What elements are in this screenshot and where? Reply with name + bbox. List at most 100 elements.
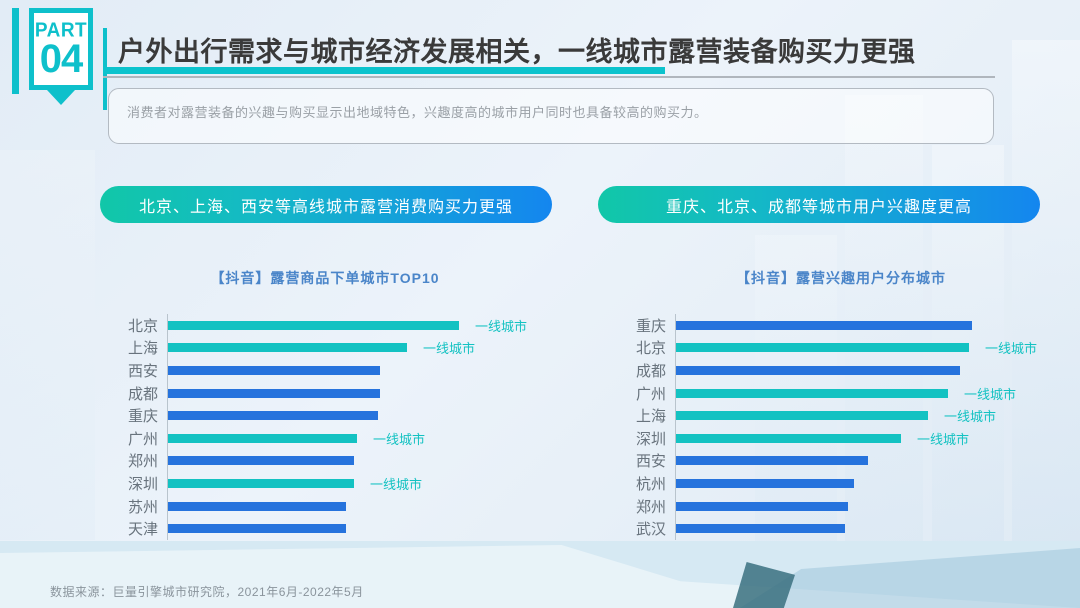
chart-row: 广州 一线城市 [100, 426, 550, 450]
badge-number: 04 [39, 36, 83, 81]
badge-part-label: PART [34, 18, 88, 42]
category-label: 深圳 [127, 475, 158, 493]
category-label: 西安 [635, 453, 666, 471]
chart-row: 郑州 [608, 494, 1074, 518]
tier1-annotation: 一线城市 [423, 341, 476, 357]
bar [676, 456, 868, 466]
bar [676, 524, 845, 534]
category-label: 北京 [127, 317, 158, 335]
chart-row: 北京 一线城市 [100, 314, 550, 337]
bar-track: 一线城市 [167, 472, 550, 495]
category-label: 苏州 [127, 498, 158, 516]
bar-track [675, 472, 1074, 495]
category-label: 深圳 [635, 430, 666, 448]
bar-track [675, 359, 1074, 382]
bar-track: 一线城市 [675, 404, 1074, 427]
bar-track [167, 381, 550, 405]
chart-row: 武汉 [608, 517, 1074, 540]
tier1-annotation: 一线城市 [917, 431, 970, 447]
chart-order-cities: 【抖音】露营商品下单城市TOP10 北京 一线城市 上海 一线城市 西安 成都 重庆 广州 一线… [100, 268, 550, 540]
category-label: 成都 [127, 385, 158, 403]
category-label: 杭州 [635, 475, 666, 493]
data-source-note: 数据来源：巨量引擎城市研究院，2021年6月-2022年5月 [50, 585, 364, 599]
bar-track: 一线城市 [167, 314, 550, 337]
bar-track: 一线城市 [675, 381, 1074, 405]
bar [168, 388, 380, 398]
category-label: 重庆 [127, 408, 158, 426]
category-label: 广州 [635, 385, 666, 403]
chart-row: 上海 一线城市 [608, 404, 1074, 427]
bar-track [675, 449, 1074, 473]
bar-track: 一线城市 [675, 336, 1074, 360]
bar [676, 501, 848, 511]
category-label: 西安 [127, 362, 158, 380]
bar-track [675, 494, 1074, 518]
chart-row: 重庆 [608, 314, 1074, 337]
chart-row: 深圳 一线城市 [608, 426, 1074, 450]
bar-tier1 [168, 343, 407, 353]
tier1-annotation: 一线城市 [944, 409, 997, 425]
chart-row: 成都 [100, 381, 550, 405]
tier1-annotation: 一线城市 [370, 476, 423, 492]
chart-interest-cities: 【抖音】露营兴趣用户分布城市 重庆 北京 一线城市 成都 广州 一线城市 上海 一线城市 深圳一… [608, 268, 1074, 540]
category-label: 天津 [127, 521, 158, 539]
bar-tier1 [676, 343, 969, 353]
chart-row: 深圳 一线城市 [100, 472, 550, 495]
bar [676, 320, 972, 330]
bar-tier1 [168, 478, 354, 488]
chart-rows: 重庆 北京 一线城市 成都 广州 一线城市 上海 一线城市 深圳 一线城市 西安 杭州 郑州 武汉 [608, 314, 1074, 540]
category-label: 郑州 [635, 498, 666, 516]
bar [676, 478, 854, 488]
badge-accent-strip [12, 8, 19, 94]
bar-track [167, 517, 550, 540]
bottom-band-dark-shape [733, 562, 795, 608]
highlight-pill-interest: 重庆、北京、成都等城市用户兴趣度更高 [598, 186, 1040, 223]
bar [168, 411, 378, 421]
bar [168, 524, 346, 534]
chart-row: 北京 一线城市 [608, 336, 1074, 360]
chart-row: 上海 一线城市 [100, 336, 550, 360]
category-label: 广州 [127, 430, 158, 448]
chart-row: 广州 一线城市 [608, 381, 1074, 405]
description-text: 消费者对露营装备的兴趣与购买显示出地域特色，兴趣度高的城市用户同时也具备较高的购… [127, 105, 708, 120]
tier1-annotation: 一线城市 [985, 341, 1038, 357]
badge-pointer-triangle [47, 90, 75, 105]
bar [168, 501, 346, 511]
chart-row: 杭州 [608, 472, 1074, 495]
page-title: 户外出行需求与城市经济发展相关，一线城市露营装备购买力更强 [118, 37, 916, 67]
bar-tier1 [676, 433, 901, 443]
bar [168, 456, 354, 466]
title-underline [103, 67, 665, 74]
category-label: 上海 [127, 340, 158, 358]
tier1-annotation: 一线城市 [964, 386, 1017, 402]
category-label: 上海 [635, 408, 666, 426]
bottom-band-shade [740, 548, 1080, 608]
bar-track [167, 449, 550, 473]
chart-title: 【抖音】露营商品下单城市TOP10 [210, 270, 440, 286]
bar [168, 365, 380, 375]
bar-track [675, 314, 1074, 337]
bar [676, 365, 960, 375]
chart-row: 郑州 [100, 449, 550, 473]
bar-track [167, 404, 550, 427]
category-label: 成都 [635, 362, 666, 380]
bar-tier1 [168, 320, 459, 330]
part-badge: PART 04 [12, 8, 112, 118]
bar-track: 一线城市 [167, 336, 550, 360]
chart-row: 成都 [608, 359, 1074, 382]
chart-row: 西安 [608, 449, 1074, 473]
chart-row: 重庆 [100, 404, 550, 427]
background-decoration [0, 150, 95, 540]
bar-tier1 [168, 433, 357, 443]
bar-tier1 [676, 411, 928, 421]
bar-track: 一线城市 [675, 426, 1074, 450]
category-label: 重庆 [635, 317, 666, 335]
chart-row: 西安 [100, 359, 550, 382]
highlight-pill-purchasing-power: 北京、上海、西安等高线城市露营消费购买力更强 [100, 186, 552, 223]
tier1-annotation: 一线城市 [373, 431, 426, 447]
chart-title: 【抖音】露营兴趣用户分布城市 [736, 270, 946, 286]
bar-track [675, 517, 1074, 540]
bar-tier1 [676, 388, 948, 398]
title-hairline [103, 76, 995, 78]
